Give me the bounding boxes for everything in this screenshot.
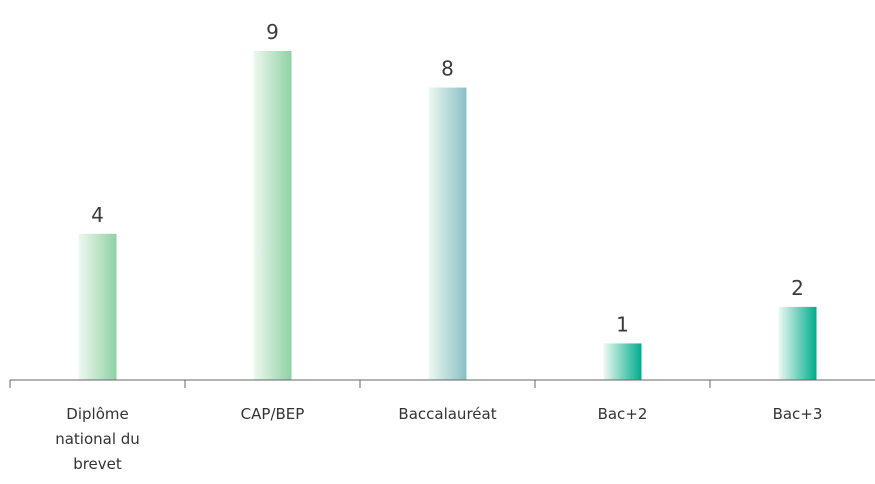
category-label-line: Bac+3 — [773, 405, 823, 423]
category-label-line: CAP/BEP — [241, 405, 305, 423]
category-label-line: Diplôme — [66, 405, 128, 423]
data-label-2: 9 — [266, 20, 279, 44]
category-label-line: national du — [55, 430, 140, 448]
data-label-3: 8 — [441, 57, 454, 81]
category-label-5: Bac+3 — [773, 405, 823, 423]
category-label-2: CAP/BEP — [241, 405, 305, 423]
data-label-1: 4 — [91, 203, 104, 227]
data-label-4: 1 — [616, 312, 629, 336]
bar-3 — [428, 87, 467, 381]
data-label-5: 2 — [791, 276, 804, 300]
bars-layer — [78, 51, 817, 381]
category-label-4: Bac+2 — [598, 405, 648, 423]
category-label-3: Baccalauréat — [398, 405, 496, 423]
bar-4 — [603, 343, 642, 380]
category-label-line: brevet — [73, 455, 122, 473]
x-axis — [9, 379, 875, 388]
bar-1 — [78, 233, 117, 380]
bar-2 — [253, 51, 292, 380]
category-label-line: Bac+2 — [598, 405, 648, 423]
category-label-line: Baccalauréat — [398, 405, 496, 423]
category-label-1: Diplôme national du brevet — [55, 405, 140, 473]
category-labels-layer: Diplôme national du brevet CAP/BEP Baccalaur… — [55, 405, 822, 473]
bar-5 — [778, 306, 817, 380]
value-labels-layer: 4 9 8 1 2 — [91, 20, 804, 336]
